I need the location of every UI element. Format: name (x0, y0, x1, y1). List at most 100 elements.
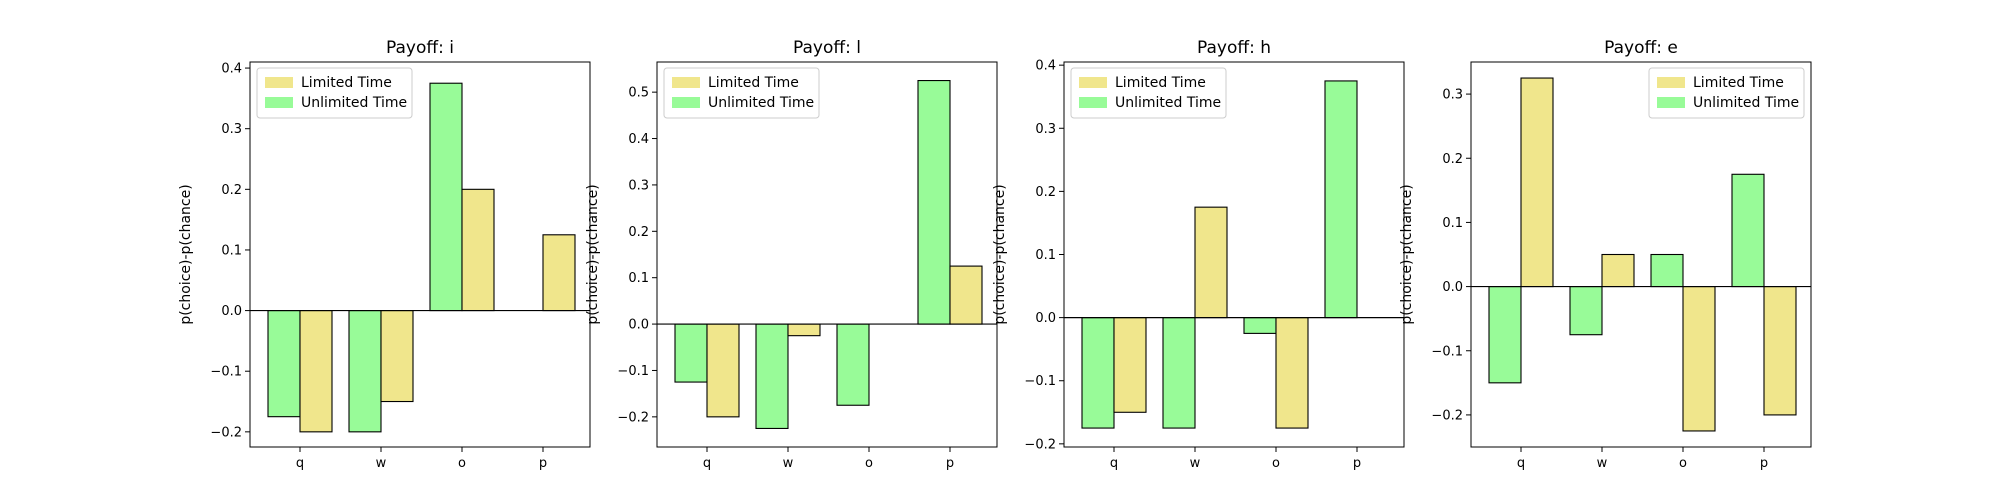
y-tick-label: −0.1 (617, 364, 649, 379)
bar-limited-o (1682, 286, 1716, 432)
y-tick-label: 0.0 (1035, 311, 1056, 326)
bar-limited-w (787, 323, 821, 337)
y-tick-label: 0.3 (628, 178, 649, 193)
x-tick-label-o: o (458, 456, 466, 471)
bar-unlimited-q (267, 310, 301, 418)
plot-frame (1470, 61, 1812, 448)
legend-box (1648, 67, 1805, 119)
legend-swatch-unlimited (265, 97, 293, 108)
y-tick-label: 0.1 (628, 271, 649, 286)
x-tick-label-p: p (946, 456, 954, 471)
legend: Limited Time Unlimited Time (1070, 67, 1227, 119)
x-tick-label-q: q (1110, 456, 1118, 471)
bar-unlimited-w (1569, 286, 1603, 336)
bar-unlimited-w (348, 310, 382, 433)
legend-label-limited: Limited Time (1693, 75, 1784, 91)
plot-frame (656, 61, 998, 448)
bar-unlimited-q (1488, 286, 1522, 384)
bar-unlimited-o (1650, 253, 1684, 288)
x-tick-label-p: p (539, 456, 547, 471)
x-tick-label-o: o (1272, 456, 1280, 471)
y-tick-label: 0.4 (221, 62, 242, 77)
bar-unlimited-p (917, 80, 951, 325)
y-tick-label: −0.2 (210, 425, 242, 440)
legend-swatch-limited (1079, 77, 1107, 88)
bar-unlimited-q (674, 323, 708, 383)
legend-label-unlimited: Unlimited Time (708, 95, 814, 111)
legend-swatch-unlimited (1079, 97, 1107, 108)
bar-limited-w (1194, 206, 1228, 319)
bar-limited-q (299, 310, 333, 433)
bar-unlimited-o (1243, 317, 1277, 334)
legend-label-unlimited: Unlimited Time (301, 95, 407, 111)
legend: Limited Time Unlimited Time (256, 67, 413, 119)
y-tick-label: 0.3 (1442, 88, 1463, 103)
legend-label-limited: Limited Time (708, 75, 799, 91)
bar-limited-o (461, 188, 495, 312)
bar-unlimited-q (1081, 317, 1115, 429)
chart-title: Payoff: e (1604, 38, 1678, 58)
legend-label-limited: Limited Time (1115, 75, 1206, 91)
legend-box (256, 67, 413, 119)
chart-panel-4: Payoff: e p(choice)-p(chance) −0.2 −0.1 0.0 0… (1399, 38, 1812, 471)
bar-limited-p (542, 234, 576, 312)
x-tick-label-q: q (296, 456, 304, 471)
chart-panel-2: Payoff: l p(choice)-p(chance) −0.2 −0.1 0.0 0… (585, 38, 998, 471)
y-tick-label: 0.3 (221, 122, 242, 137)
y-axis-label: p(choice)-p(chance) (178, 184, 194, 324)
y-tick-label: 0.4 (628, 132, 649, 147)
bar-limited-w (380, 310, 414, 403)
legend: Limited Time Unlimited Time (663, 67, 820, 119)
bar-unlimited-o (429, 82, 463, 312)
y-tick-label: 0.1 (221, 243, 242, 258)
bar-limited-o (1275, 317, 1309, 429)
legend-swatch-limited (265, 77, 293, 88)
x-tick-label-w: w (1190, 456, 1201, 471)
y-tick-label: −0.1 (1431, 344, 1463, 359)
chart-title: Payoff: h (1197, 38, 1271, 58)
legend-swatch-limited (672, 77, 700, 88)
bar-limited-q (706, 323, 740, 418)
bar-limited-p (949, 265, 983, 325)
legend-box (1070, 67, 1227, 119)
bar-unlimited-p (1324, 80, 1358, 319)
legend-swatch-unlimited (1657, 97, 1685, 108)
y-tick-label: −0.2 (617, 410, 649, 425)
y-tick-label: 0.0 (221, 304, 242, 319)
y-tick-label: −0.1 (210, 365, 242, 380)
x-tick-label-o: o (865, 456, 873, 471)
y-tick-label: 0.1 (1442, 216, 1463, 231)
legend-swatch-limited (1657, 77, 1685, 88)
chart-panel-3: Payoff: h p(choice)-p(chance) −0.2 −0.1 0.0 0… (992, 38, 1405, 471)
x-tick-label-q: q (703, 456, 711, 471)
y-tick-label: 0.0 (1442, 280, 1463, 295)
y-tick-label: 0.2 (628, 225, 649, 240)
y-tick-label: 0.4 (1035, 59, 1056, 74)
legend-box (663, 67, 820, 119)
y-tick-label: 0.2 (1442, 152, 1463, 167)
bar-unlimited-o (836, 323, 870, 406)
chart-title: Payoff: l (793, 38, 861, 58)
y-tick-label: 0.2 (221, 183, 242, 198)
x-tick-label-p: p (1353, 456, 1361, 471)
y-tick-label: 0.3 (1035, 122, 1056, 137)
x-tick-label-w: w (376, 456, 387, 471)
legend-label-limited: Limited Time (301, 75, 392, 91)
y-tick-label: −0.2 (1024, 437, 1056, 452)
bar-unlimited-p (1731, 173, 1765, 288)
bar-unlimited-w (755, 323, 789, 429)
y-tick-label: 0.1 (1035, 248, 1056, 263)
x-tick-label-w: w (1597, 456, 1608, 471)
bar-limited-p (1763, 286, 1797, 416)
x-tick-label-o: o (1679, 456, 1687, 471)
x-tick-label-p: p (1760, 456, 1768, 471)
legend-swatch-unlimited (672, 97, 700, 108)
plot-frame (1063, 61, 1405, 448)
plot-frame (249, 61, 591, 448)
chart-panel-1: Payoff: i p(choice)-p(chance) −0.2 −0.1 0.0 0… (178, 38, 591, 471)
bar-limited-q (1113, 317, 1147, 413)
y-axis-label: p(choice)-p(chance) (585, 184, 601, 324)
x-tick-label-q: q (1517, 456, 1525, 471)
y-axis-label: p(choice)-p(chance) (992, 184, 1008, 324)
